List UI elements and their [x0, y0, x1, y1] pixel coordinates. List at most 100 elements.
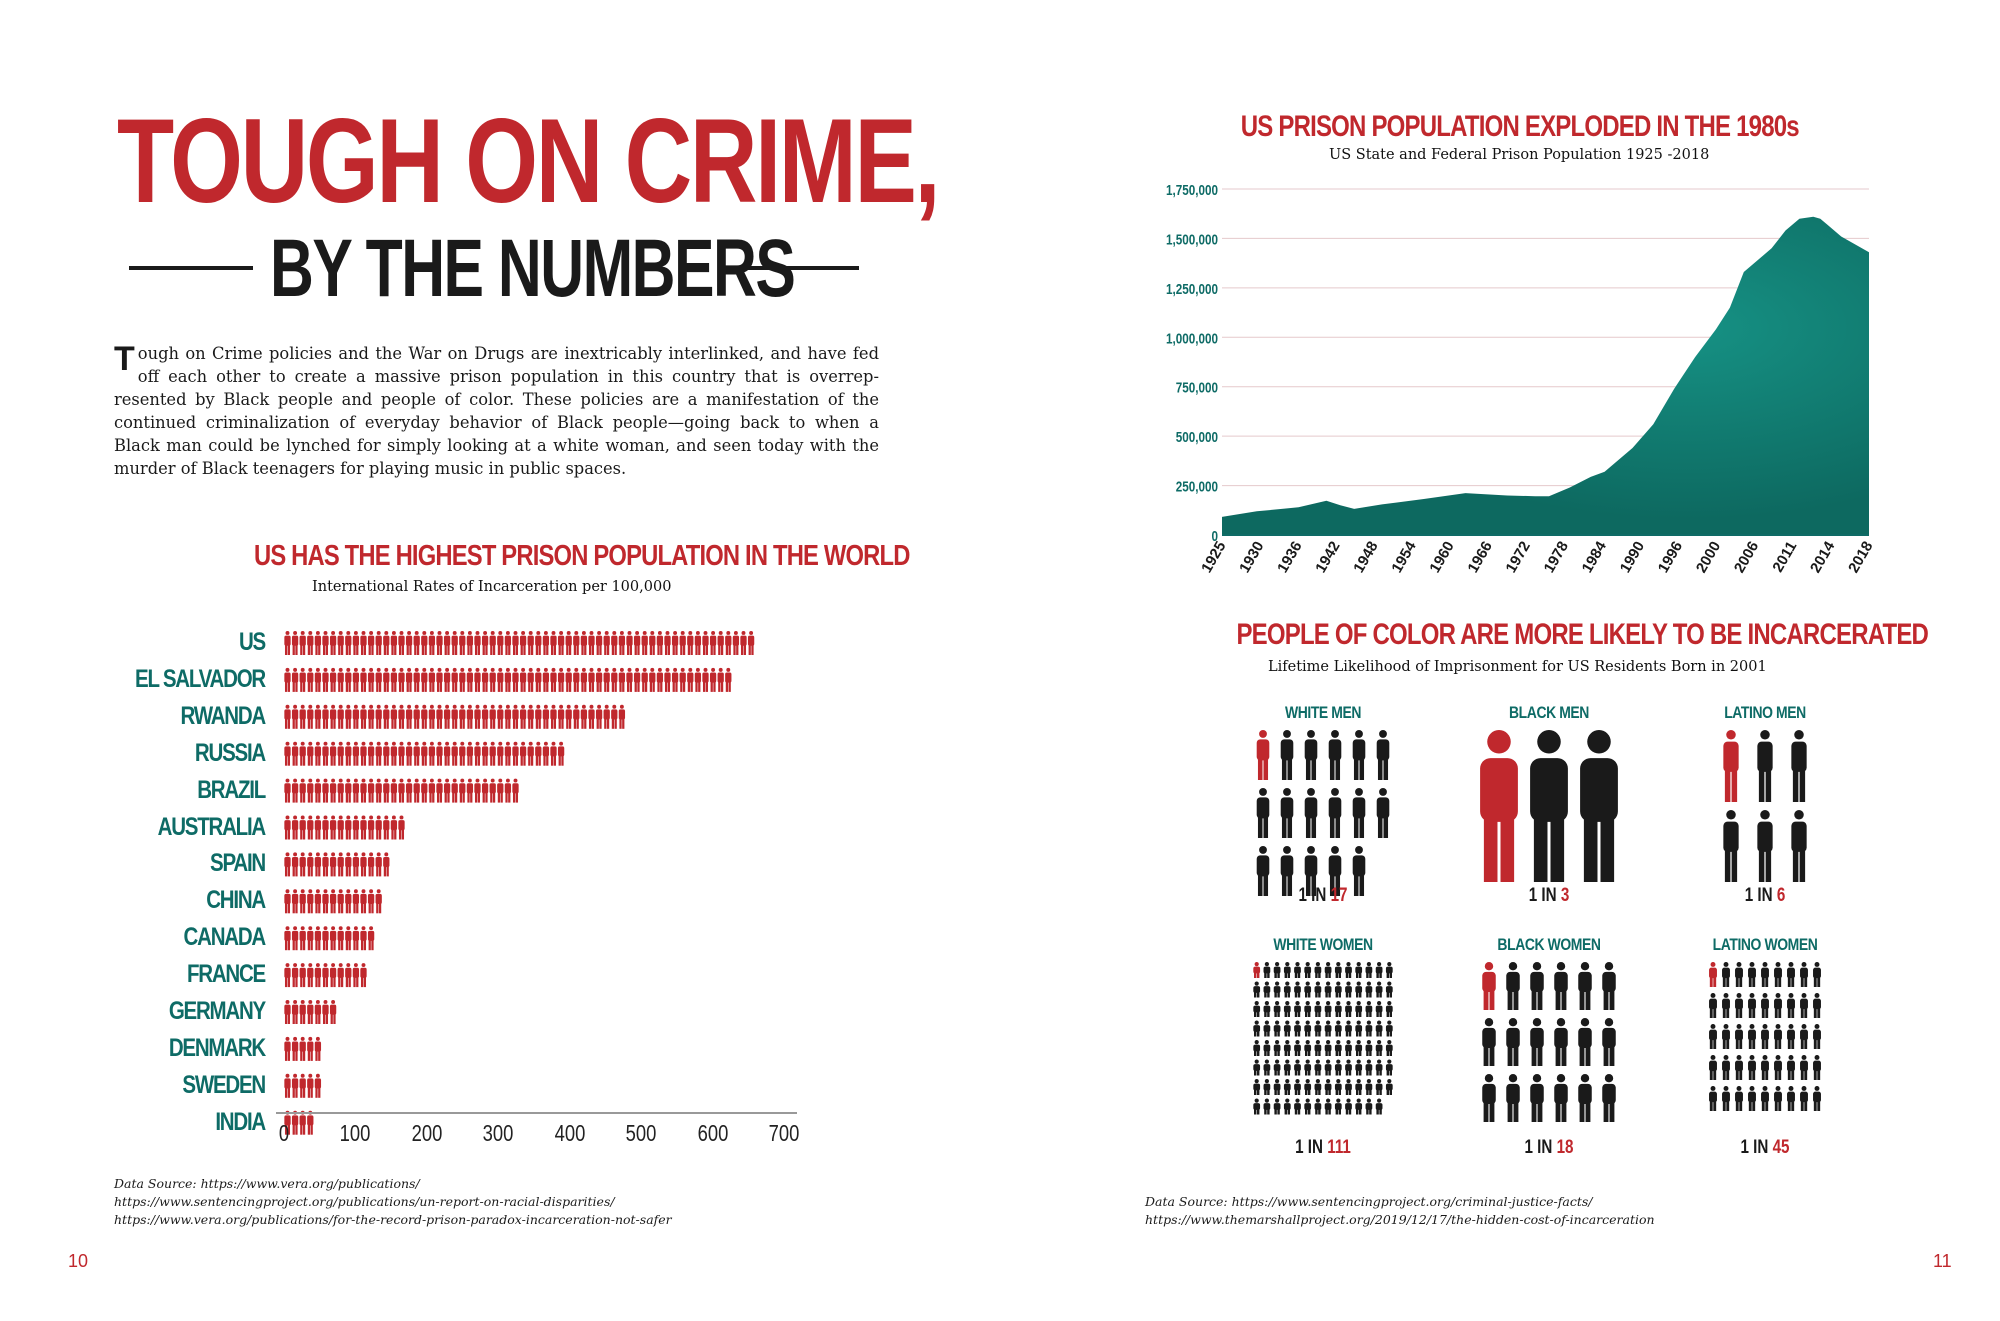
person-icon: [1365, 981, 1373, 998]
person-icon: [1365, 962, 1373, 978]
person-icon: [1345, 1001, 1352, 1017]
person-icon: [337, 741, 344, 766]
person-icon: [1709, 962, 1717, 987]
person-icon: [527, 741, 534, 766]
person-icon: [1253, 1020, 1261, 1037]
person-icon: [428, 667, 436, 692]
person-icon: [618, 704, 626, 729]
person-icon: [1304, 1079, 1312, 1095]
person-icon: [557, 667, 565, 692]
bar-el-salvador: [284, 667, 732, 692]
person-icon: [1253, 1040, 1261, 1056]
person-icon: [504, 741, 512, 766]
person-icon: [451, 704, 458, 729]
person-icon: [299, 852, 306, 877]
person-icon: [375, 852, 382, 877]
bar-australia: [284, 815, 405, 840]
person-icon: [337, 963, 344, 988]
person-icon: [329, 778, 337, 803]
person-icon: [352, 631, 360, 655]
bar-denmark: [284, 1036, 322, 1061]
page-number-right: 11: [1933, 1251, 1952, 1271]
person-icon: [390, 704, 398, 729]
pictogram-ratio-number: 45: [1772, 1137, 1790, 1158]
person-icon: [481, 778, 489, 803]
area-series: [1222, 216, 1869, 535]
person-icon: [1355, 1040, 1363, 1056]
person-icon: [413, 631, 420, 655]
person-icon: [550, 704, 557, 729]
person-icon: [1334, 1001, 1342, 1017]
person-icon: [512, 778, 519, 803]
person-icon: [641, 667, 648, 692]
person-icon: [1253, 1059, 1261, 1076]
person-icon: [291, 1036, 299, 1061]
person-icon: [580, 667, 588, 692]
person-icon: [573, 631, 580, 655]
person-icon: [1482, 962, 1496, 1010]
person-icon: [557, 704, 565, 729]
person-icon: [1304, 981, 1312, 998]
person-icon: [489, 667, 496, 692]
person-icon: [1334, 1059, 1342, 1076]
person-icon: [1800, 962, 1808, 987]
bar-x-tick-label: 700: [768, 1120, 800, 1146]
person-icon: [1530, 962, 1544, 1010]
person-icon: [307, 1000, 314, 1024]
person-icon: [307, 889, 314, 914]
person-icon: [687, 667, 694, 692]
person-icon: [459, 778, 466, 803]
person-icon: [459, 631, 466, 655]
person-icon: [337, 815, 344, 840]
person-icon: [459, 704, 466, 729]
person-icon: [1280, 846, 1294, 896]
person-icon: [329, 631, 337, 655]
bar-us: [284, 631, 755, 655]
person-icon: [1324, 1020, 1332, 1037]
person-icon: [1345, 981, 1352, 998]
person-icon: [702, 667, 709, 692]
person-icon: [1385, 1059, 1393, 1076]
person-icon: [1482, 1018, 1496, 1066]
person-icon: [1723, 730, 1739, 802]
person-icon: [1294, 1020, 1301, 1037]
person-icon: [390, 631, 398, 655]
person-icon: [299, 741, 306, 766]
person-icon: [1506, 1018, 1520, 1066]
person-icon: [329, 741, 337, 766]
person-icon: [1580, 730, 1618, 882]
person-icon: [291, 926, 299, 951]
person-icon: [740, 631, 747, 655]
person-icon: [1530, 730, 1568, 882]
person-icon: [618, 667, 626, 692]
person-icon: [291, 1000, 299, 1024]
person-icon: [565, 704, 572, 729]
person-icon: [436, 778, 443, 803]
person-icon: [725, 631, 732, 655]
person-icon: [1263, 1001, 1271, 1017]
pictogram-subtitle: Lifetime Likelihood of Imprisonment for …: [1268, 659, 1767, 675]
person-icon: [1345, 1098, 1352, 1115]
person-icon: [1283, 1098, 1291, 1115]
person-icon: [451, 741, 458, 766]
person-icon: [527, 667, 534, 692]
person-icon: [284, 741, 291, 766]
person-icon: [747, 631, 755, 655]
person-icon: [345, 852, 352, 877]
person-icon: [466, 778, 474, 803]
bar-category-label: FRANCE: [186, 960, 266, 989]
person-icon: [1578, 962, 1592, 1010]
person-icon: [603, 631, 610, 655]
person-icon: [1385, 1079, 1393, 1095]
person-icon: [390, 778, 398, 803]
person-icon: [284, 667, 291, 692]
person-icon: [1774, 1055, 1782, 1080]
person-icon: [725, 667, 732, 692]
person-icon: [611, 667, 618, 692]
person-icon: [489, 631, 496, 655]
person-icon: [405, 741, 413, 766]
person-icon: [1709, 1086, 1717, 1111]
person-icon: [1304, 1059, 1312, 1076]
person-icon: [421, 667, 428, 692]
